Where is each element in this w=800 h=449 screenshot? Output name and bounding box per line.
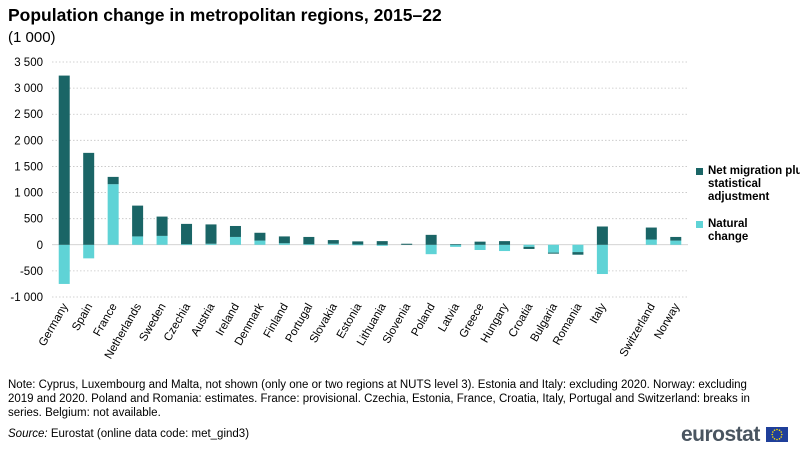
x-tick-label: Italy [588, 301, 609, 325]
bar-net-migration [107, 176, 119, 185]
bar-natural-change [181, 244, 193, 246]
x-tick-label: Latvia [436, 301, 462, 334]
bar-natural-change [474, 244, 486, 250]
bar-net-migration [450, 244, 462, 246]
y-tick-label: -500 [20, 266, 43, 278]
bar-net-migration [572, 252, 584, 255]
chart-title: Population change in metropolitan region… [8, 5, 442, 25]
bar-net-migration [352, 241, 364, 245]
bar-natural-change [132, 236, 144, 245]
y-tick-label: 3 500 [14, 57, 43, 69]
source-line: Source: Eurostat (online data code: met_… [8, 428, 249, 440]
bar-net-migration [229, 225, 241, 237]
bar-net-migration [499, 241, 511, 245]
bar-natural-change [352, 244, 364, 246]
bar-natural-change [547, 244, 559, 253]
bar-natural-change [670, 240, 682, 245]
bar-net-migration [376, 241, 388, 245]
bar-natural-change [645, 239, 657, 245]
bar-net-migration [181, 223, 193, 245]
bar-natural-change [425, 244, 437, 255]
bar-net-migration [474, 241, 486, 245]
bar-natural-change [376, 244, 388, 246]
bar-natural-change [83, 244, 95, 259]
bar-net-migration [132, 205, 144, 237]
x-tick-label: Poland [409, 302, 437, 339]
bar-net-migration [205, 224, 217, 244]
source-text: Eurostat (online data code: met_gind3) [50, 428, 250, 440]
y-tick-label: 1 000 [14, 188, 43, 200]
bar-chart: -1 000 -500 0 500 1 000 1 500 2 000 2 500 3 000 3… [10, 57, 688, 361]
y-tick-label: 2 000 [14, 135, 43, 147]
x-tick-label: Spain [70, 302, 95, 333]
chart-subtitle: (1 000) [8, 29, 56, 46]
x-tick-label: Austria [189, 301, 218, 339]
bar-natural-change [229, 236, 241, 245]
footnote: Note: Cyprus, Luxembourg and Malta, not … [8, 379, 750, 419]
legend-swatch-natural [696, 221, 703, 228]
bar-net-migration [58, 75, 70, 245]
bar-natural-change [596, 244, 608, 275]
x-tick-label: Switzerland [618, 302, 658, 359]
eu-flag-icon [766, 427, 788, 442]
bar-natural-change [499, 244, 511, 252]
bar-net-migration [327, 240, 339, 244]
bar-net-migration [645, 227, 657, 240]
legend-label-migration: Net migration plus statistical adjustmen… [708, 165, 800, 203]
bar-net-migration [596, 226, 608, 245]
legend-label-natural: Natural change [708, 218, 749, 243]
y-tick-label: -1 000 [10, 292, 43, 304]
bar-natural-change [205, 243, 217, 245]
bar-natural-change [303, 244, 315, 246]
y-tick-label: 0 [37, 240, 43, 252]
legend-swatch-migration [696, 168, 703, 175]
bar-net-migration [547, 252, 559, 254]
bar-natural-change [58, 244, 70, 284]
bar-net-migration [156, 216, 168, 236]
bar-natural-change [254, 240, 266, 245]
bar-natural-change [450, 244, 462, 247]
bar-natural-change [156, 235, 168, 245]
bar-net-migration [278, 236, 290, 244]
bar-net-migration [425, 234, 437, 245]
bar-net-migration [523, 246, 535, 249]
y-tick-label: 500 [24, 214, 43, 226]
bar-natural-change [523, 244, 535, 247]
bar-net-migration [254, 232, 266, 241]
bar-net-migration [401, 243, 413, 245]
source-label: Source: [8, 428, 48, 440]
y-tick-label: 1 500 [14, 161, 43, 173]
bar-natural-change [107, 184, 119, 245]
bar-net-migration [83, 152, 95, 245]
y-tick-label: 3 000 [14, 83, 43, 95]
bar-natural-change [572, 244, 584, 253]
bar-natural-change [327, 243, 339, 245]
x-tick-label: Germany [37, 301, 71, 348]
eurostat-logo: eurostat [681, 423, 760, 446]
y-tick-label: 2 500 [14, 109, 43, 121]
bar-net-migration [303, 236, 315, 245]
bar-natural-change [278, 243, 290, 245]
bar-net-migration [670, 236, 682, 241]
